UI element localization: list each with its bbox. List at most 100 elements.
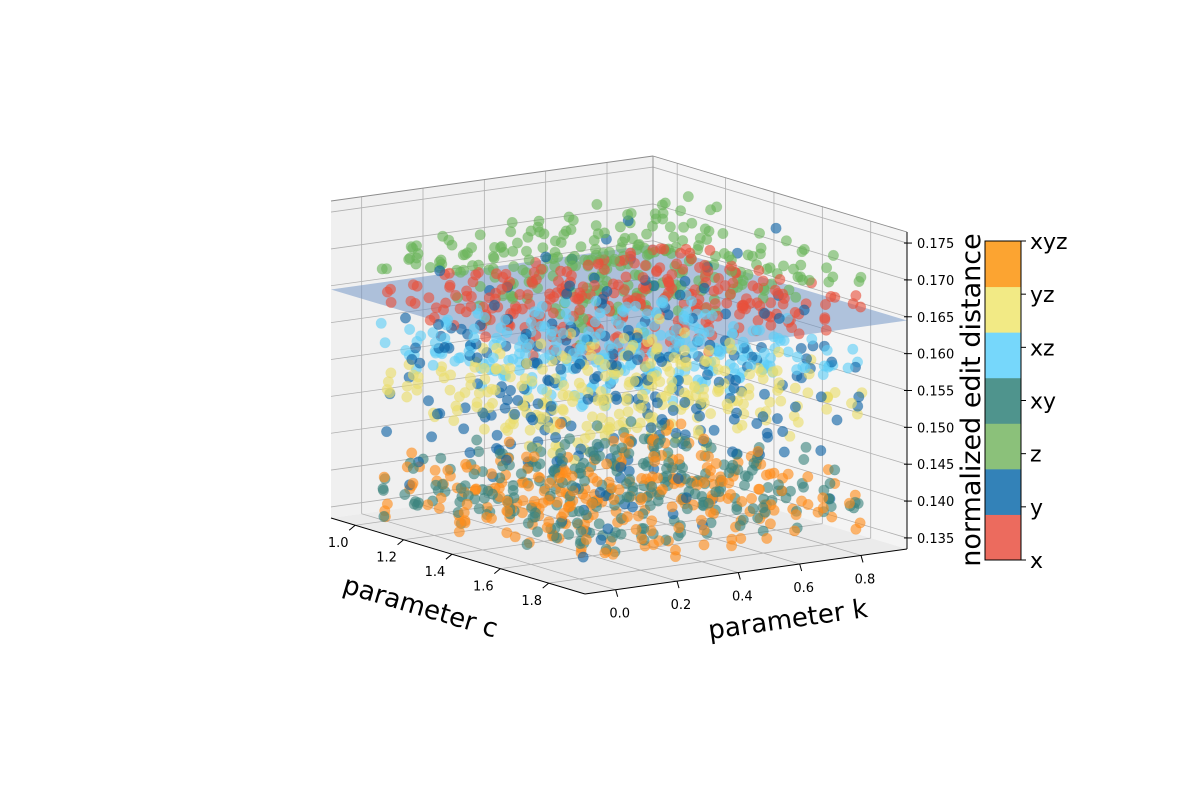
data-point-xz xyxy=(821,344,833,356)
colorbar-label: y xyxy=(1030,496,1043,521)
data-point-xy xyxy=(637,457,649,469)
data-point-xyz xyxy=(640,473,652,485)
data-point-xyz xyxy=(632,510,644,522)
data-point-xz xyxy=(517,333,529,345)
data-point-z xyxy=(641,228,653,240)
data-point-xy xyxy=(679,435,691,447)
data-point-z xyxy=(649,208,661,220)
data-point-xyz xyxy=(469,484,481,496)
data-point-xz xyxy=(654,329,666,341)
data-point-yz xyxy=(543,422,555,434)
data-point-xy xyxy=(731,503,743,515)
data-point-xy xyxy=(646,481,658,493)
data-point-y xyxy=(504,384,516,396)
data-point-yz xyxy=(653,313,665,325)
data-point-x xyxy=(639,259,651,271)
data-point-yz xyxy=(651,343,663,355)
data-point-z xyxy=(797,274,809,286)
data-point-xyz xyxy=(636,492,648,504)
data-point-yz xyxy=(558,380,570,392)
scatter-points xyxy=(375,191,868,563)
data-point-xy xyxy=(468,468,480,480)
data-point-z xyxy=(764,262,776,274)
data-point-yz xyxy=(444,384,456,396)
data-point-xyz xyxy=(501,527,513,539)
data-point-x xyxy=(708,285,720,297)
c-tick xyxy=(494,568,501,575)
data-point-yz xyxy=(773,346,785,358)
data-point-y xyxy=(631,354,643,366)
data-point-yz xyxy=(678,327,690,339)
data-point-xyz xyxy=(636,533,648,545)
data-point-xz xyxy=(404,323,416,335)
data-point-y xyxy=(615,461,627,473)
data-point-xyz xyxy=(666,501,678,513)
data-point-y xyxy=(773,312,785,324)
data-point-z xyxy=(682,191,694,203)
data-point-xz xyxy=(501,326,513,338)
data-point-xy xyxy=(627,485,639,497)
data-point-xyz xyxy=(442,464,454,476)
data-point-y xyxy=(488,299,500,311)
data-point-y xyxy=(458,423,470,435)
data-point-z xyxy=(508,260,520,272)
data-point-xz xyxy=(468,323,480,335)
data-point-xyz xyxy=(606,482,618,494)
data-point-z xyxy=(742,249,754,261)
data-point-y xyxy=(800,353,812,365)
data-point-y xyxy=(762,431,774,443)
data-point-yz xyxy=(627,339,639,351)
data-point-y xyxy=(656,413,668,425)
data-point-xy xyxy=(593,518,605,530)
data-point-x xyxy=(424,314,436,326)
data-point-x xyxy=(552,275,564,287)
data-point-z xyxy=(424,261,436,273)
data-point-xyz xyxy=(656,483,668,495)
data-point-xyz xyxy=(790,509,802,521)
data-point-y xyxy=(509,408,521,420)
data-point-x xyxy=(637,271,649,283)
data-point-xyz xyxy=(429,464,441,476)
data-point-yz xyxy=(473,387,485,399)
data-point-z xyxy=(827,249,839,261)
colorbar-label: x xyxy=(1030,549,1043,574)
data-point-yz xyxy=(524,424,536,436)
colorbar-label: xyz xyxy=(1030,230,1068,255)
data-point-xz xyxy=(490,332,502,344)
data-point-yz xyxy=(705,408,717,420)
data-point-xy xyxy=(566,480,578,492)
data-point-y xyxy=(565,420,577,432)
data-point-yz xyxy=(491,342,503,354)
data-point-yz xyxy=(775,395,787,407)
z-tick-label: 0.155 xyxy=(917,385,954,400)
data-point-xy xyxy=(669,437,681,449)
data-point-z xyxy=(827,271,839,283)
data-point-z xyxy=(405,241,417,253)
data-point-yz xyxy=(450,400,462,412)
data-point-yz xyxy=(660,390,672,402)
data-point-x xyxy=(381,286,393,298)
data-point-z xyxy=(705,204,717,216)
data-point-xyz xyxy=(542,494,554,506)
data-point-x xyxy=(514,288,526,300)
data-point-z xyxy=(558,229,570,241)
data-point-y xyxy=(680,492,692,504)
data-point-xy xyxy=(407,462,419,474)
data-point-yz xyxy=(644,412,656,424)
c-gridline xyxy=(500,523,823,570)
data-point-xz xyxy=(594,307,606,319)
data-point-x xyxy=(450,289,462,301)
data-point-xz xyxy=(379,337,391,349)
data-point-xy xyxy=(757,502,769,514)
data-point-y xyxy=(626,501,638,513)
data-point-x xyxy=(713,272,725,284)
data-point-xy xyxy=(377,483,389,495)
data-point-z xyxy=(777,260,789,272)
data-point-yz xyxy=(535,338,547,350)
data-point-z xyxy=(575,241,587,253)
data-point-xz xyxy=(400,344,412,356)
data-point-y xyxy=(831,414,843,426)
data-point-xyz xyxy=(608,494,620,506)
data-point-yz xyxy=(635,402,647,414)
data-point-y xyxy=(577,551,589,563)
